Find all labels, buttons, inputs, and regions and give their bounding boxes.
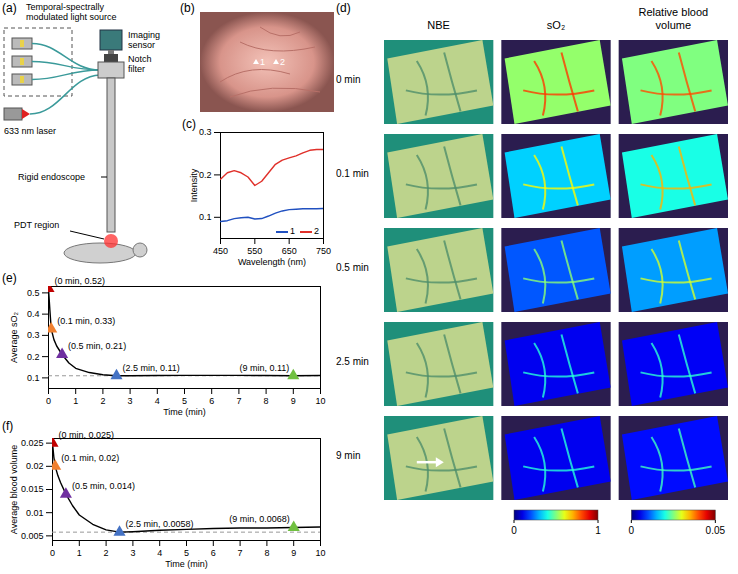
svg-text:2.5 min: 2.5 min — [336, 356, 369, 367]
svg-text:0.5: 0.5 — [27, 288, 40, 298]
svg-text:9 min: 9 min — [336, 450, 360, 461]
svg-text:(2.5 min, 0.11): (2.5 min, 0.11) — [123, 363, 180, 373]
svg-text:(9 min, 0.11): (9 min, 0.11) — [239, 363, 289, 373]
svg-text:0.005: 0.005 — [21, 531, 44, 541]
svg-text:5: 5 — [182, 396, 187, 406]
svg-text:6: 6 — [211, 548, 216, 558]
svg-text:(9 min, 0.0068): (9 min, 0.0068) — [229, 514, 290, 524]
html-text:2: 2 — [314, 226, 319, 236]
svg-text:0.1: 0.1 — [199, 212, 212, 222]
svg-text:0.01: 0.01 — [26, 508, 44, 518]
svg-text:Temporal-spectrallymodulated l: Temporal-spectrallymodulated light sourc… — [26, 2, 117, 22]
svg-text:(d): (d) — [336, 1, 351, 15]
svg-text:9: 9 — [291, 396, 296, 406]
svg-text:(a): (a) — [2, 1, 17, 15]
svg-text:(0 min, 0.025): (0 min, 0.025) — [59, 430, 115, 440]
svg-text:(0.1 min, 0.02): (0.1 min, 0.02) — [61, 453, 119, 463]
svg-text:Average blood volume: Average blood volume — [9, 445, 19, 534]
svg-text:(0.1 min, 0.33): (0.1 min, 0.33) — [57, 316, 115, 326]
html-text:(e): (e) — [2, 271, 17, 285]
svg-text:0.1 min: 0.1 min — [336, 168, 369, 179]
svg-text:0: 0 — [50, 548, 55, 558]
svg-text:8: 8 — [264, 548, 269, 558]
svg-text:Time (min): Time (min) — [163, 407, 206, 417]
svg-text:4: 4 — [157, 548, 162, 558]
svg-text:Notchfilter: Notchfilter — [128, 54, 152, 74]
svg-text:10: 10 — [315, 548, 325, 558]
svg-text:4: 4 — [155, 396, 160, 406]
svg-text:Relative bloodvolume: Relative bloodvolume — [638, 6, 708, 31]
svg-text:0: 0 — [46, 396, 51, 406]
svg-text:Imagingsensor: Imagingsensor — [128, 30, 160, 50]
svg-text:650: 650 — [282, 246, 297, 256]
svg-text:633 nm laser: 633 nm laser — [4, 126, 56, 136]
svg-text:Wavelength (nm): Wavelength (nm) — [238, 257, 306, 267]
svg-text:1: 1 — [260, 57, 265, 67]
svg-text:2: 2 — [100, 396, 105, 406]
svg-text:0.3: 0.3 — [199, 127, 212, 137]
svg-text:7: 7 — [238, 548, 243, 558]
svg-text:0 min: 0 min — [336, 74, 360, 85]
svg-text:1: 1 — [77, 548, 82, 558]
svg-text:1: 1 — [595, 525, 601, 536]
svg-text:0.5 min: 0.5 min — [336, 262, 369, 273]
svg-text:8: 8 — [264, 396, 269, 406]
html-text:(f): (f) — [2, 419, 14, 433]
svg-text:0: 0 — [511, 525, 517, 536]
html-text:1: 1 — [290, 226, 295, 236]
svg-text:0.2: 0.2 — [27, 352, 40, 362]
svg-text:750: 750 — [316, 246, 331, 256]
svg-text:sO₂: sO₂ — [547, 19, 565, 31]
svg-text:0.015: 0.015 — [21, 484, 44, 494]
svg-text:3: 3 — [128, 396, 133, 406]
svg-text:0.4: 0.4 — [27, 309, 40, 319]
svg-text:0.2: 0.2 — [199, 170, 212, 180]
svg-text:PDT region: PDT region — [14, 220, 59, 230]
svg-text:3: 3 — [130, 548, 135, 558]
svg-text:(0 min, 0.52): (0 min, 0.52) — [55, 276, 106, 286]
svg-text:Intensity: Intensity — [189, 168, 199, 202]
svg-text:Rigid endoscope: Rigid endoscope — [18, 172, 85, 182]
svg-text:0.05: 0.05 — [706, 525, 726, 536]
svg-text:5: 5 — [184, 548, 189, 558]
html-text:(c): (c) — [182, 117, 196, 131]
svg-text:0.1: 0.1 — [27, 373, 40, 383]
svg-text:1: 1 — [73, 396, 78, 406]
svg-text:0: 0 — [629, 525, 635, 536]
svg-text:Average sO₂: Average sO₂ — [9, 312, 19, 363]
svg-text:9: 9 — [291, 548, 296, 558]
svg-text:7: 7 — [236, 396, 241, 406]
svg-text:(0.5 min, 0.014): (0.5 min, 0.014) — [72, 481, 135, 491]
svg-text:(2.5 min, 0.0058): (2.5 min, 0.0058) — [126, 519, 194, 529]
svg-text:Time (min): Time (min) — [165, 559, 208, 569]
svg-text:2: 2 — [280, 57, 285, 67]
svg-text:450: 450 — [213, 246, 228, 256]
svg-text:0.3: 0.3 — [27, 330, 40, 340]
svg-text:0.025: 0.025 — [21, 438, 44, 448]
svg-text:0.02: 0.02 — [26, 461, 44, 471]
html-text:(b): (b) — [180, 1, 195, 15]
svg-text:2: 2 — [104, 548, 109, 558]
svg-text:(0.5 min, 0.21): (0.5 min, 0.21) — [68, 341, 126, 351]
svg-text:NBE: NBE — [427, 19, 450, 31]
svg-text:550: 550 — [247, 246, 262, 256]
svg-text:6: 6 — [209, 396, 214, 406]
svg-text:10: 10 — [315, 396, 325, 406]
